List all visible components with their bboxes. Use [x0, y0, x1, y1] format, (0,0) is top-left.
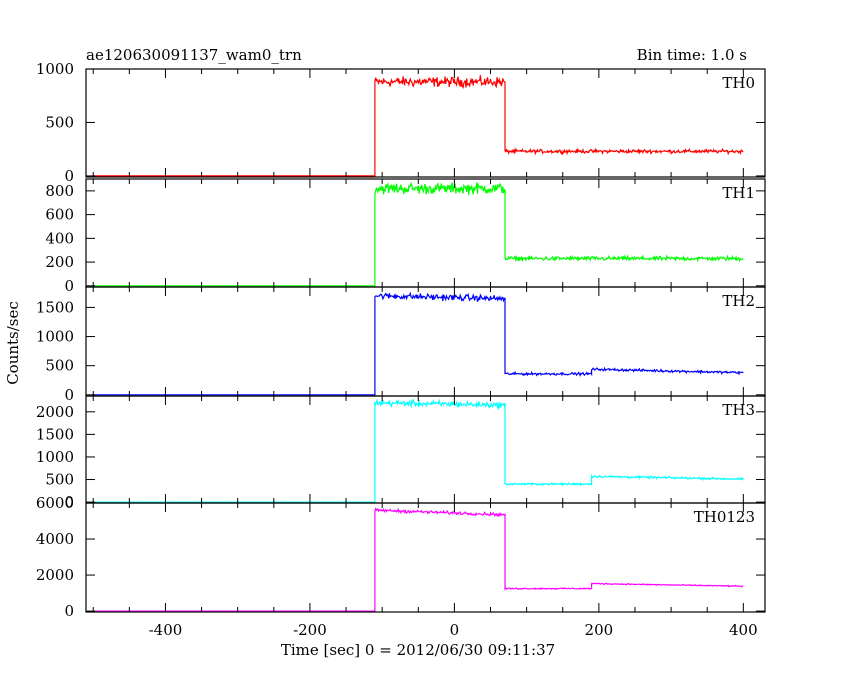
panel-th1: 0 200 400 600 800 TH1: [45, 178, 766, 295]
y-tick-label: 500: [45, 357, 74, 375]
y-tick-label: 1000: [36, 60, 74, 78]
x-axis-label: Time [sec] 0 = 2012/06/30 09:11:37: [281, 641, 555, 659]
x-tick-label: 0: [450, 621, 460, 639]
panel-frame: [85, 178, 766, 288]
x-tick-label: -200: [293, 621, 327, 639]
chart-title: ae120630091137_wam0_trn: [86, 46, 302, 64]
y-tick-label: 6000: [36, 494, 74, 512]
y-tick-label: 500: [45, 471, 74, 489]
y-tick-label: 600: [45, 206, 74, 224]
y-tick-label: 1500: [36, 425, 74, 443]
x-tick-label: -400: [149, 621, 183, 639]
y-tick-label: 500: [45, 113, 74, 131]
panel-th0: 0 500 1000 TH0: [36, 60, 766, 185]
series-line-th2: [93, 291, 744, 396]
y-tick-label: 0: [64, 386, 74, 404]
y-tick-label: 800: [45, 182, 74, 200]
series-line-th3: [93, 397, 744, 503]
panels-group: 0 500 1000 TH0 0 200 400 600 800 TH1 0 500 1000 1500 T…: [36, 60, 766, 639]
x-tick-label: 200: [585, 621, 614, 639]
y-tick-label: 200: [45, 253, 74, 271]
panel-frame: [85, 395, 766, 504]
panel-th3: 0 500 1000 1500 2000 TH3: [36, 395, 766, 511]
y-tick-label: 0: [64, 167, 74, 185]
series-line-th1: [93, 181, 744, 287]
y-tick-label: 1000: [36, 328, 74, 346]
panel-label-th2: TH2: [722, 292, 755, 310]
y-tick-label: 0: [64, 493, 74, 511]
y-axis-label: Counts/sec: [4, 301, 22, 385]
panel-label-th3: TH3: [722, 401, 755, 419]
panel-frame: [85, 68, 766, 178]
panel-frame: [85, 286, 766, 397]
y-tick-label: 0: [64, 602, 74, 620]
panel-th0123: 0 2000 4000 6000 TH0123: [36, 494, 766, 620]
series-line-th0123: [93, 507, 744, 612]
y-tick-label: 1500: [36, 298, 74, 316]
panel-frame: [85, 502, 766, 613]
y-tick-label: 2000: [36, 566, 74, 584]
x-tick-label: 400: [729, 621, 758, 639]
bin-time-label: Bin time: 1.0 s: [637, 46, 747, 64]
panel-th2: 0 500 1000 1500 TH2: [36, 286, 766, 404]
panel-label-th0: TH0: [722, 74, 755, 92]
y-tick-label: 0: [64, 277, 74, 295]
series-line-th0: [93, 75, 744, 177]
y-tick-label: 2000: [36, 403, 74, 421]
y-tick-label: 400: [45, 229, 74, 247]
y-tick-label: 4000: [36, 530, 74, 548]
panel-label-th1: TH1: [722, 184, 755, 202]
y-tick-label: 1000: [36, 448, 74, 466]
panel-label-th0123: TH0123: [694, 508, 755, 526]
